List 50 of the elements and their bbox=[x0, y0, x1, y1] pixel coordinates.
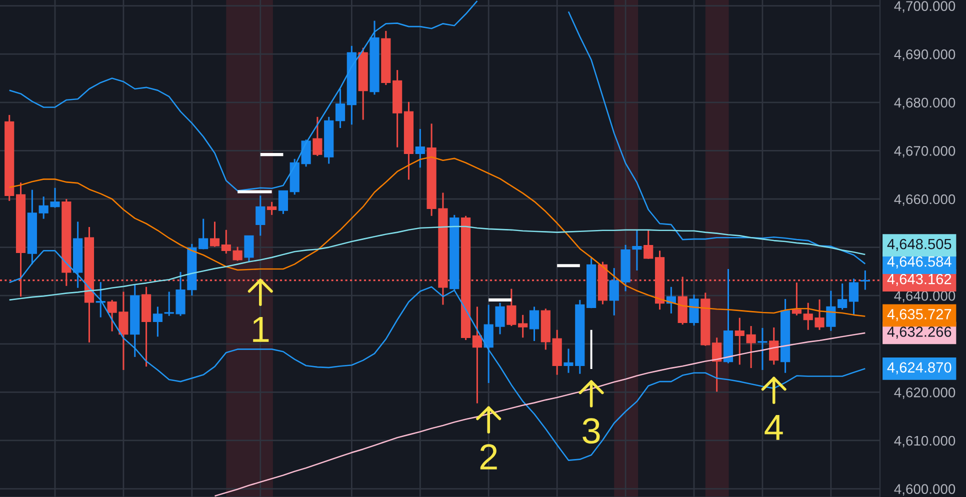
annotation: 2 bbox=[480, 444, 497, 470]
y-tick-label: 4,640.000 bbox=[894, 290, 956, 302]
candlestick bbox=[232, 246, 242, 262]
candlestick bbox=[746, 325, 756, 369]
candlestick bbox=[278, 190, 288, 215]
y-tick-label: 4,670.000 bbox=[894, 146, 956, 158]
y-tick-label: 4,680.000 bbox=[894, 98, 956, 110]
candlestick bbox=[758, 327, 768, 371]
candlestick bbox=[734, 317, 744, 366]
candlestick bbox=[518, 314, 528, 338]
annotation: 4 bbox=[764, 415, 783, 440]
candlestick bbox=[712, 336, 722, 392]
data-label: 4,635.727 bbox=[887, 309, 952, 322]
data-label: 4,632.266 bbox=[887, 326, 952, 339]
candlestick bbox=[312, 116, 322, 157]
y-tick-label: 4,620.000 bbox=[894, 388, 956, 399]
candlestick bbox=[198, 218, 208, 250]
y-tick-label: 4,700.000 bbox=[894, 1, 956, 13]
candlestick bbox=[221, 229, 231, 254]
candlestick bbox=[689, 294, 699, 326]
candlestick bbox=[644, 229, 654, 260]
candlestick bbox=[267, 201, 277, 216]
candlestick bbox=[529, 306, 540, 342]
candlestick bbox=[210, 220, 220, 248]
candlestick bbox=[415, 128, 425, 168]
y-tick-label: 4,690.000 bbox=[894, 49, 956, 61]
y-tick-label: 4,600.000 bbox=[894, 484, 956, 496]
data-label: 4,648.505 bbox=[887, 238, 952, 251]
annotation: 1 bbox=[253, 317, 269, 342]
candlestick bbox=[826, 290, 836, 332]
candlestick bbox=[792, 282, 802, 316]
y-tick-label: 4,610.000 bbox=[894, 436, 956, 448]
candlestick bbox=[769, 326, 779, 366]
annotation: 3 bbox=[582, 418, 600, 444]
ref-line-label: 4,643.162 bbox=[887, 274, 952, 286]
candlestick bbox=[506, 288, 516, 327]
data-label: 4,646.584 bbox=[887, 256, 952, 268]
candlestick bbox=[472, 306, 482, 404]
candlestick bbox=[848, 278, 859, 316]
candlestick bbox=[152, 306, 162, 338]
candlestick bbox=[335, 88, 346, 129]
y-tick-label: 4,660.000 bbox=[894, 194, 956, 206]
line-series bbox=[8, 226, 866, 301]
data-label: 4,624.870 bbox=[887, 362, 952, 374]
candlestick bbox=[838, 282, 848, 310]
candlestick bbox=[632, 229, 642, 272]
candlestick bbox=[860, 270, 870, 291]
candlestick bbox=[256, 194, 266, 236]
candlestick bbox=[244, 234, 254, 262]
candlestick bbox=[609, 267, 619, 316]
